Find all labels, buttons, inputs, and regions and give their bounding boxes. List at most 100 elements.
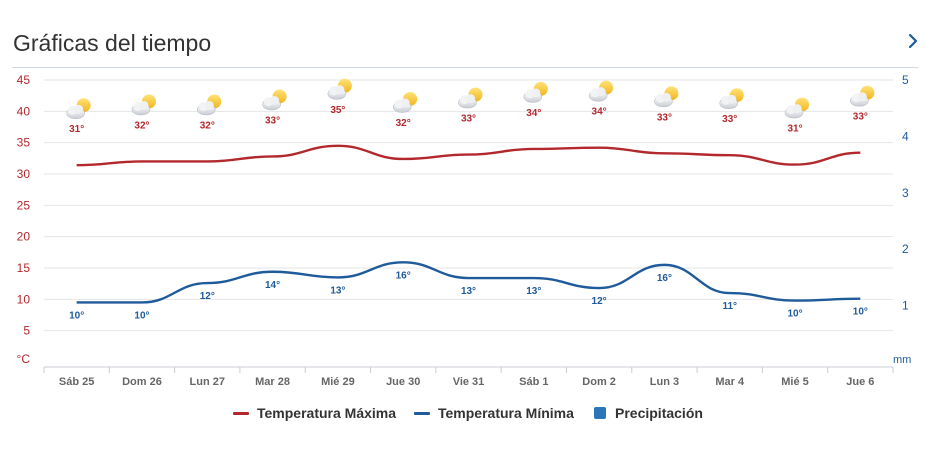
legend-item-max[interactable]: Temperatura Máxima [233,405,396,421]
max-temp-label: 32° [396,118,411,129]
legend-item-min[interactable]: Temperatura Mínima [414,405,574,421]
x-tick-label: Mié 5 [781,376,809,388]
partly-cloudy-icon [196,94,222,116]
legend-label-max: Temperatura Máxima [257,405,397,421]
cloud-puff [335,85,345,95]
weather-chart: 45 40 35 30 25 20 15 10 5 °C 5 4 3 2 1 mm Sáb 25 Dom 26 Lu… [17,73,912,388]
y-left-tick-label: 45 [17,73,31,87]
partly-cloudy-icon [523,81,548,103]
cloud-puff [531,88,541,98]
y-left-tick-label: 30 [17,167,31,181]
partly-cloudy-icon [131,94,156,116]
legend-item-precip[interactable]: Precipitación [594,405,703,421]
y-right-tick-label: 4 [902,129,909,143]
cloud-puff [400,98,410,108]
x-tick-label: Jue 30 [386,376,420,388]
min-temp-label: 16° [657,273,672,284]
x-tick-label: Mar 4 [715,376,745,388]
y-left-tick-label: 10 [17,292,31,306]
x-tick-label: Mar 28 [255,376,290,388]
y-left-tick-label: 35 [17,136,31,150]
series-line-min [76,261,861,304]
cloud-puff [74,104,84,114]
page-title: Gráficas del tiempo [13,30,212,56]
max-temp-label: 31° [69,124,84,135]
partly-cloudy-icon [784,97,810,119]
x-tick-label: Vie 31 [453,376,485,388]
max-temp-label: 33° [722,114,737,125]
x-tick-label: Sáb 25 [59,376,94,388]
chevron-right-icon[interactable] [906,32,920,50]
max-temp-label: 33° [853,112,868,123]
cloud-puff [204,100,214,110]
chart-header: Gráficas del tiempo [0,0,938,68]
max-temp-label: 31° [787,124,802,135]
y-left-tick-label: 25 [17,198,31,212]
x-tick-label: Lun 3 [650,376,679,388]
series-lines [76,144,861,304]
x-tick-label: Dom 26 [122,376,162,388]
legend-swatch-max [233,411,249,415]
cloud-puff [270,95,280,105]
header-divider [12,67,918,68]
partly-cloudy-icon [719,88,744,109]
chart-legend: Temperatura Máxima Temperatura Mínima Pr… [0,405,938,429]
cloud-puff [661,92,671,102]
y-left-tick-label: 15 [17,261,31,275]
partly-cloudy-icon [392,91,418,113]
max-temp-label: 34° [526,108,541,119]
legend-swatch-precip [594,407,606,419]
min-temp-label: 16° [396,270,411,281]
cloud-puff [727,94,737,104]
x-tick-label: Dom 2 [582,376,616,388]
data-labels: 31° 32° 32° 33° 35° 32° 33° 34° 34° 33° 33° 31° 33° 1… [69,105,868,322]
min-temp-label: 12° [592,296,607,307]
series-line-max [76,144,861,167]
cloud-puff [466,94,475,104]
weather-icons [66,78,875,120]
gridlines [44,79,893,332]
max-temp-label: 34° [592,107,607,118]
x-tick-label: Lun 27 [190,376,225,388]
partly-cloudy-icon [262,89,287,111]
y-left-tick-label: 40 [17,104,31,118]
y-right-tick-label: 2 [902,242,909,256]
legend-swatch-min [414,411,430,415]
max-temp-label: 32° [134,120,149,131]
cloud-puff [139,100,149,110]
min-temp-label: 13° [526,286,541,297]
y-left-unit-label: °C [17,352,31,366]
max-temp-label: 33° [657,112,672,123]
legend-label-min: Temperatura Mínima [438,405,574,421]
max-temp-label: 33° [265,115,280,126]
y-right-tick-label: 1 [902,299,909,313]
partly-cloudy-icon [850,85,875,107]
max-temp-label: 32° [200,120,215,131]
axes: 45 40 35 30 25 20 15 10 5 °C 5 4 3 2 1 mm Sáb 25 Dom 26 Lu… [17,73,912,388]
max-temp-label: 33° [461,114,476,125]
min-temp-label: 10° [134,310,149,321]
cloud-puff [596,87,606,97]
x-tick-label: Mié 29 [321,376,355,388]
min-temp-label: 12° [200,291,215,302]
partly-cloudy-icon [588,80,614,102]
min-temp-label: 13° [461,286,476,297]
cloud-puff [857,92,867,102]
min-temp-label: 11° [722,301,737,312]
partly-cloudy-icon [327,78,352,100]
cloud-puff [792,104,802,114]
partly-cloudy-icon [654,86,679,108]
y-left-tick-label: 20 [17,230,31,244]
legend-label-precip: Precipitación [615,405,703,421]
min-temp-label: 10° [787,309,802,320]
y-right-tick-label: 3 [902,186,909,200]
min-temp-label: 10° [853,307,868,318]
y-right-unit-label: mm [893,354,911,366]
x-tick-label: Jue 6 [846,376,874,388]
y-right-tick-label: 5 [902,73,909,87]
min-temp-label: 13° [330,285,345,296]
min-temp-label: 10° [69,310,84,321]
partly-cloudy-icon [66,98,91,120]
partly-cloudy-icon [458,87,483,109]
x-tick-label: Sáb 1 [519,376,548,388]
